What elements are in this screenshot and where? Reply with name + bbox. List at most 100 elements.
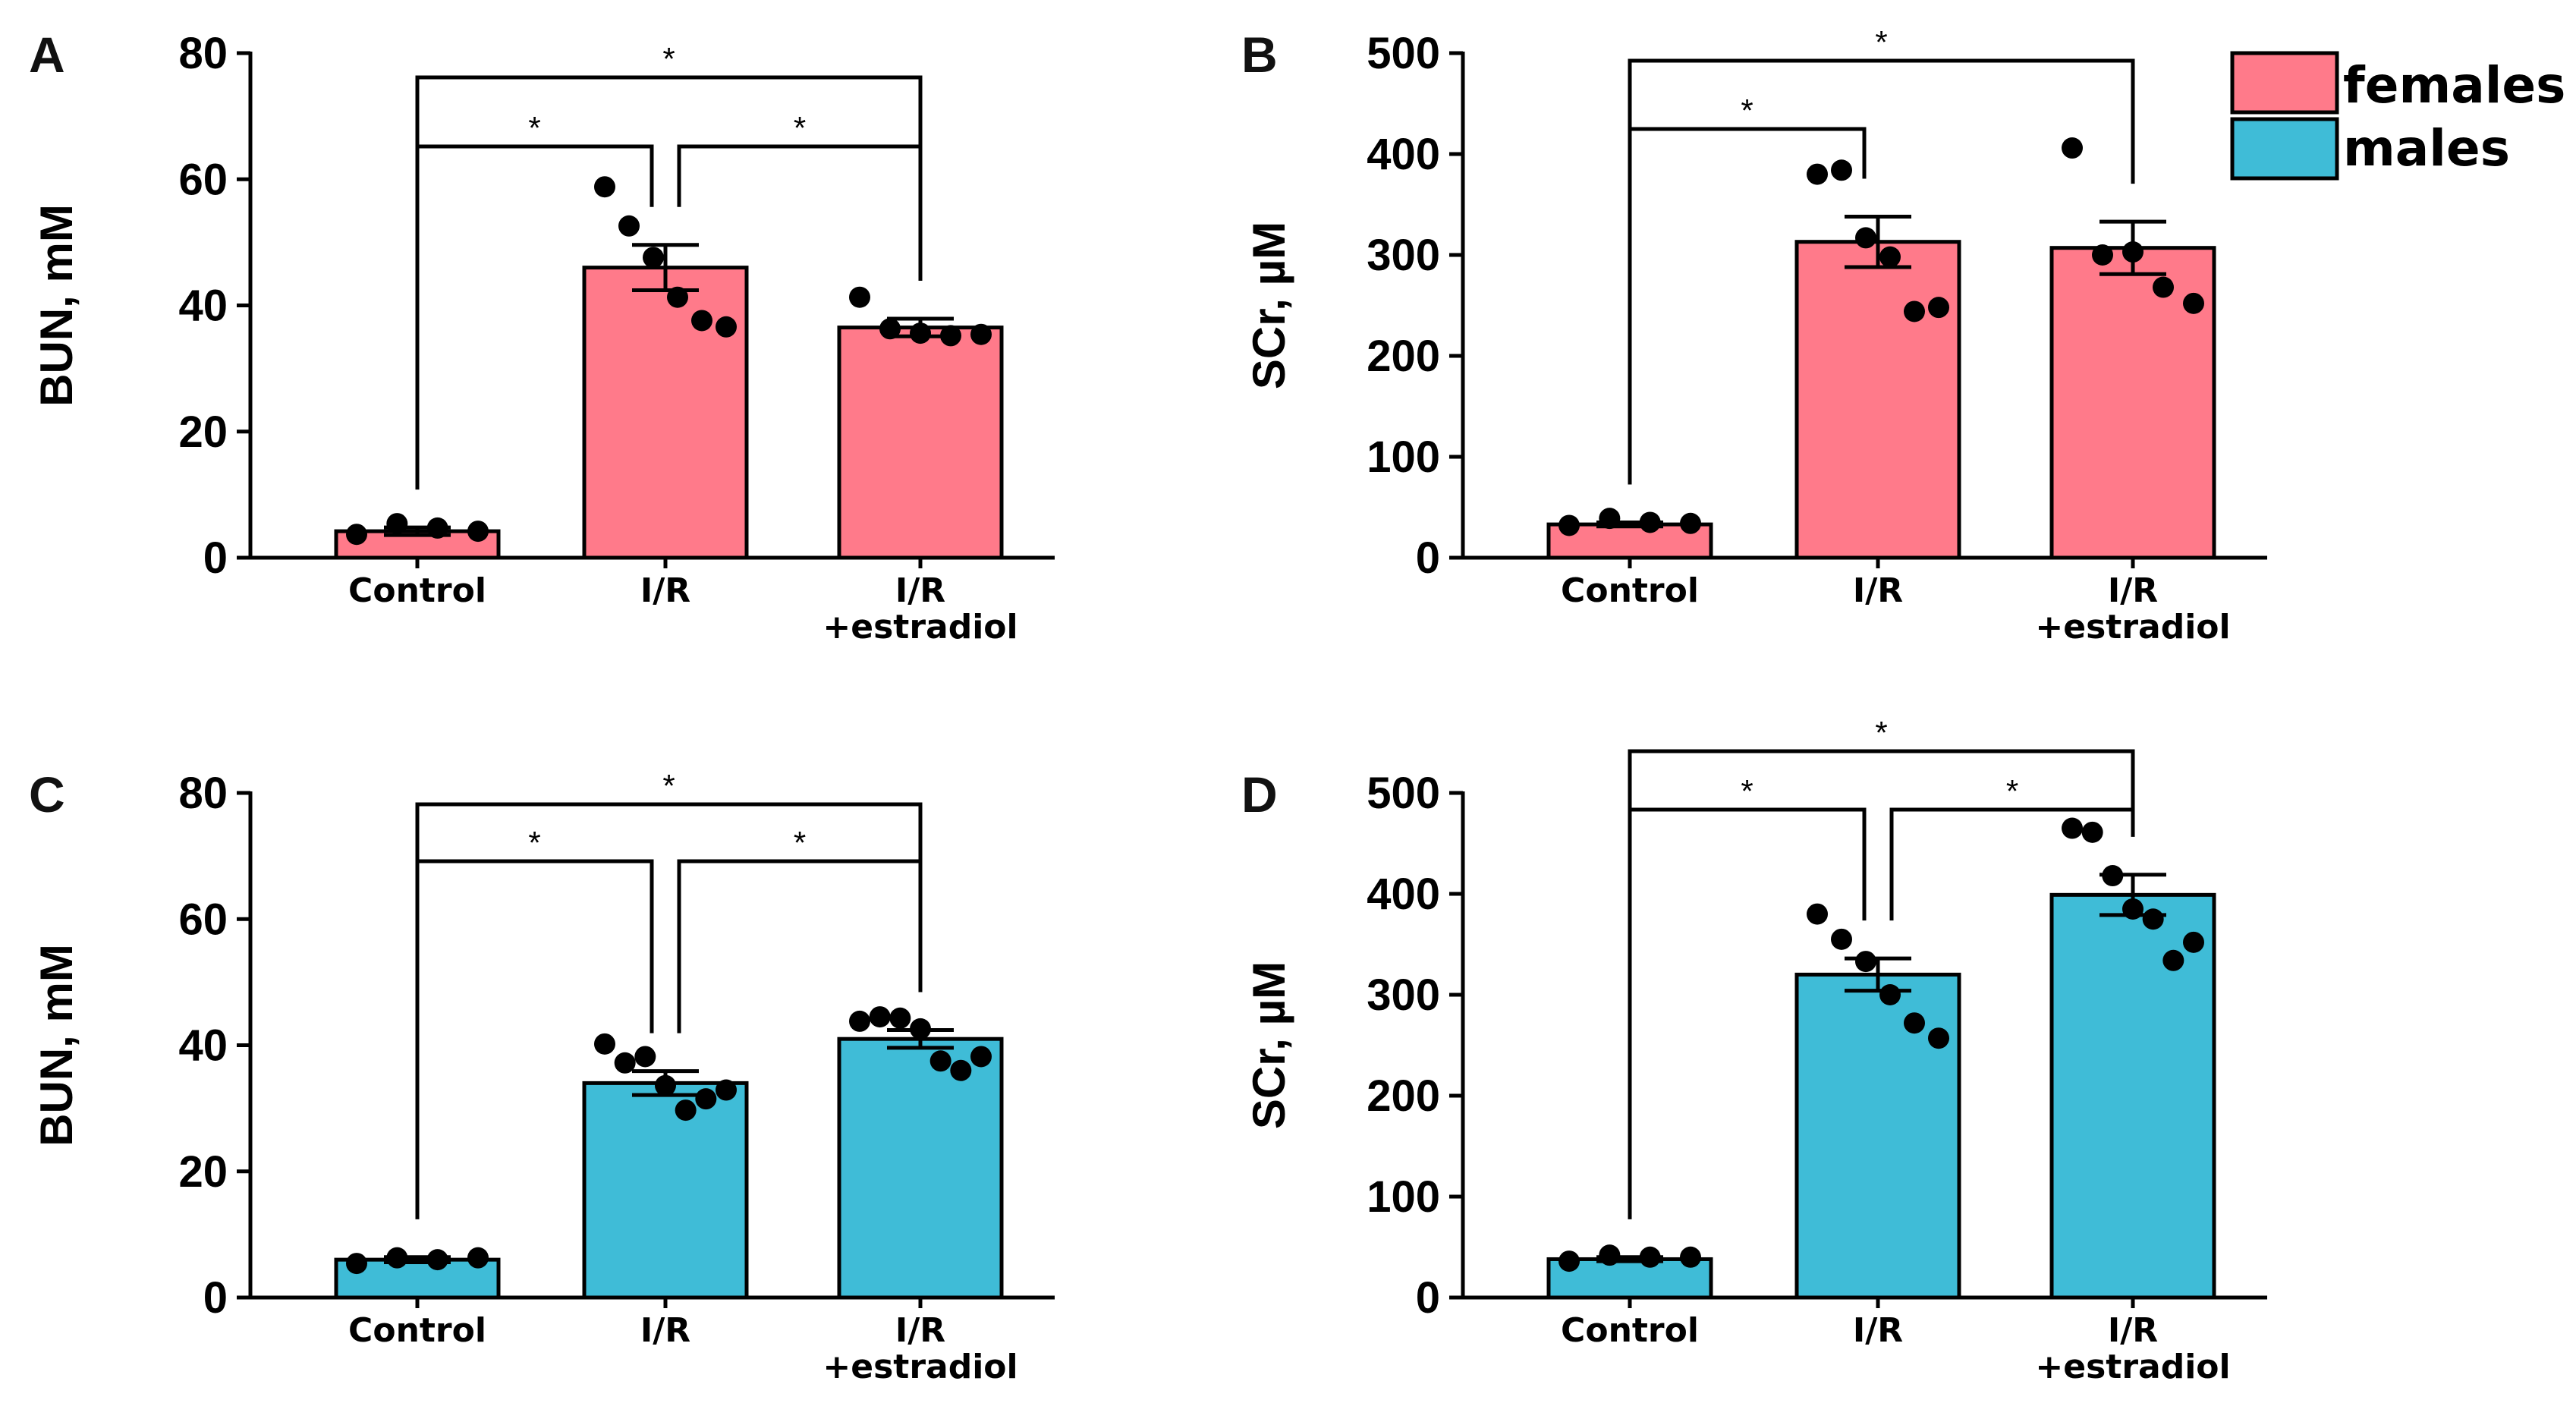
data-point (910, 1018, 931, 1040)
data-point (1807, 163, 1828, 185)
data-point (1904, 1012, 1925, 1034)
x-tick-label: Control (348, 1311, 486, 1350)
y-tick-label: 0 (1416, 533, 1440, 583)
y-axis-label: BUN, mM (31, 944, 82, 1147)
data-point (2081, 821, 2103, 843)
panel-letter: C (29, 766, 65, 823)
x-tick-label: Control (1561, 1311, 1699, 1350)
significance-star: * (528, 110, 540, 146)
x-tick-label: I/R (640, 1311, 690, 1350)
significance-star: * (662, 768, 675, 804)
data-point (1855, 227, 1876, 249)
data-point (2092, 244, 2113, 266)
y-tick-label: 0 (203, 1273, 228, 1323)
significance-star: * (1875, 715, 1887, 750)
x-tick-label: I/R (2108, 1311, 2158, 1350)
data-point (467, 521, 489, 543)
significance-star: * (662, 41, 675, 77)
y-tick-label: 0 (203, 533, 228, 583)
data-point (675, 1099, 697, 1121)
y-tick-label: 300 (1367, 970, 1440, 1020)
data-point (929, 1050, 951, 1072)
data-point (2062, 817, 2083, 839)
data-point (1639, 1246, 1661, 1268)
bar (837, 1037, 1004, 1300)
data-point (2183, 931, 2204, 953)
x-tick-label: +estradiol (822, 608, 1018, 646)
y-axis-label: BUN, mM (31, 204, 82, 407)
y-tick-label: 400 (1367, 870, 1440, 919)
y-tick-label: 400 (1367, 130, 1440, 179)
y-tick-label: 200 (1367, 332, 1440, 381)
data-point (2122, 898, 2144, 920)
data-point (1807, 903, 1828, 925)
y-tick-label: 200 (1367, 1071, 1440, 1121)
data-point (940, 325, 961, 347)
y-tick-label: 100 (1367, 433, 1440, 482)
data-point (386, 1247, 408, 1269)
bar (2049, 892, 2216, 1300)
data-point (1928, 1027, 1949, 1049)
data-point (1879, 246, 1901, 268)
legend: females males (2230, 51, 2565, 181)
data-point (2153, 276, 2174, 298)
data-point (1855, 951, 1876, 973)
y-tick-label: 300 (1367, 231, 1440, 280)
significance-star: * (794, 825, 806, 860)
y-tick-label: 0 (1416, 1273, 1440, 1323)
data-point (695, 1088, 717, 1110)
y-tick-label: 60 (178, 895, 228, 944)
data-point (2183, 292, 2204, 314)
data-point (643, 247, 664, 269)
significance-star: * (528, 825, 540, 860)
data-point (1558, 514, 1580, 536)
data-point (1558, 1250, 1580, 1272)
data-point (849, 1010, 870, 1032)
panel-letter: D (1241, 766, 1278, 823)
y-tick-label: 20 (178, 407, 228, 457)
data-point (869, 1006, 891, 1028)
x-tick-label: Control (1561, 571, 1699, 610)
x-tick-label: I/R (1853, 1311, 1903, 1350)
significance-star: * (794, 110, 806, 146)
significance-bracket (415, 144, 654, 490)
y-axis-label: SCr, µM (1244, 961, 1294, 1129)
data-point (879, 318, 901, 340)
data-point (970, 1046, 992, 1068)
y-tick-label: 500 (1367, 29, 1440, 78)
panel-letter: A (29, 27, 65, 83)
data-point (1680, 512, 1701, 534)
significance-star: * (2006, 773, 2018, 809)
x-tick-label: I/R (895, 571, 945, 610)
data-point (618, 215, 640, 237)
data-point (849, 286, 870, 308)
panel-letter: B (1241, 27, 1278, 83)
bar (582, 266, 749, 560)
data-point (655, 1074, 676, 1096)
data-point (426, 1249, 448, 1271)
data-point (970, 323, 992, 345)
y-tick-label: 20 (178, 1147, 228, 1197)
x-tick-label: I/R (895, 1311, 945, 1350)
data-point (950, 1059, 972, 1081)
data-point (1879, 984, 1901, 1005)
data-point (716, 1079, 737, 1101)
significance-star: * (1741, 93, 1753, 128)
data-point (889, 1007, 911, 1029)
legend-label-females: females (2343, 56, 2565, 115)
data-point (467, 1247, 489, 1269)
y-tick-label: 500 (1367, 769, 1440, 818)
data-point (1904, 300, 1925, 322)
x-tick-label: I/R (2108, 571, 2158, 610)
significance-bracket (1889, 807, 2135, 921)
y-axis-label: SCr, µM (1244, 222, 1294, 389)
significance-star: * (1875, 24, 1887, 60)
data-point (691, 310, 712, 332)
x-tick-label: +estradiol (2035, 608, 2230, 646)
x-tick-label: Control (348, 571, 486, 610)
